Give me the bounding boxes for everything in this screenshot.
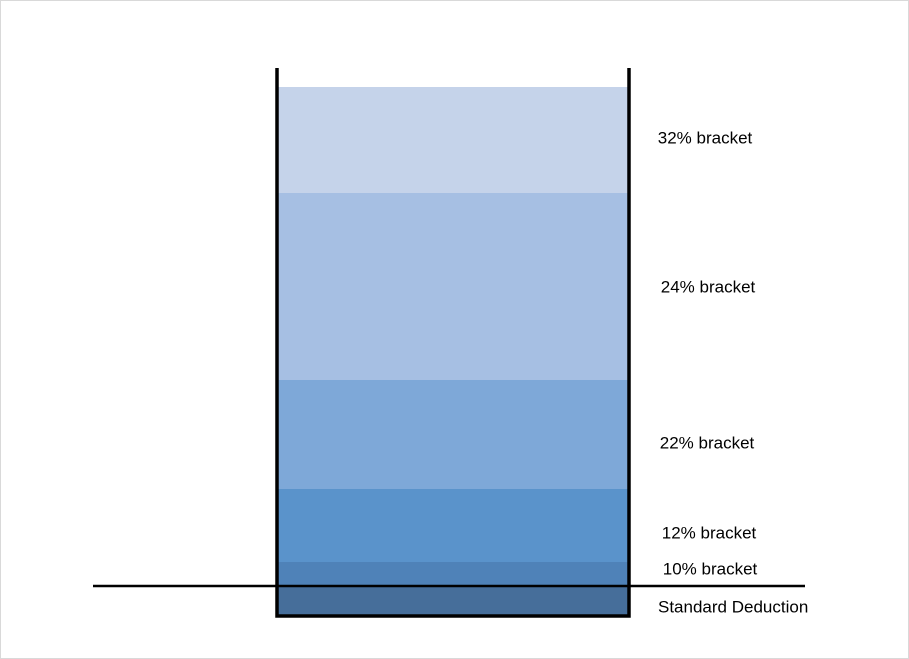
layer-label: 24% bracket [661,277,756,296]
layer [277,87,629,193]
layer [277,193,629,380]
layers [277,87,629,615]
layer-label: 22% bracket [660,433,755,452]
layer [277,380,629,489]
layer-label: 32% bracket [658,128,753,147]
layer-label: 12% bracket [662,523,757,542]
layer [277,587,629,615]
container [275,68,631,618]
layer [277,489,629,562]
layer-label: 10% bracket [663,559,758,578]
layer [277,562,629,587]
layer-label: Standard Deduction [658,597,808,616]
